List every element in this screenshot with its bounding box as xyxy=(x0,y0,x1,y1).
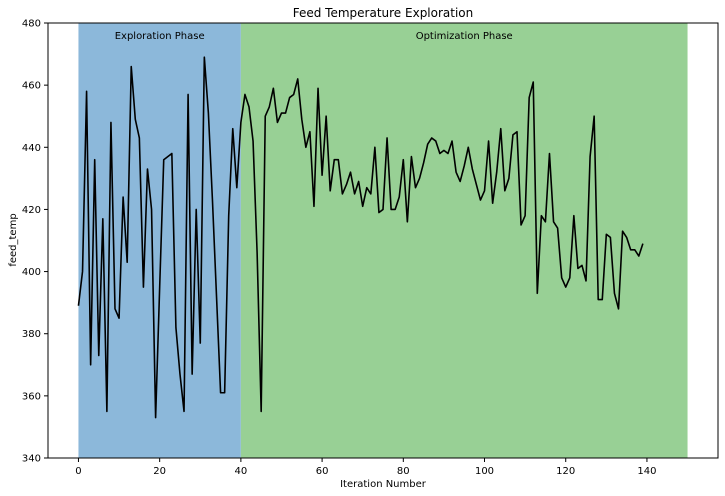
x-tick-label: 40 xyxy=(235,466,248,477)
y-tick-label: 420 xyxy=(22,205,41,216)
x-axis: 0 20 40 60 80 100 120 140 xyxy=(75,458,656,477)
series-lines xyxy=(77,56,644,419)
y-tick-label: 400 xyxy=(22,267,41,278)
phase-regions xyxy=(78,23,688,458)
x-tick-label: 120 xyxy=(556,466,575,477)
x-axis-title: Iteration Number xyxy=(340,479,427,490)
phase-region-1 xyxy=(240,23,688,458)
phase-label-0: Exploration Phase xyxy=(115,31,205,42)
phase-label-1: Optimization Phase xyxy=(416,31,513,42)
x-tick-label: 0 xyxy=(75,466,81,477)
x-tick-label: 20 xyxy=(153,466,166,477)
x-tick-label: 100 xyxy=(475,466,494,477)
y-tick-label: 460 xyxy=(22,81,41,92)
series-line-0 xyxy=(77,56,644,419)
y-tick-label: 360 xyxy=(22,391,41,402)
x-tick-label: 80 xyxy=(397,466,410,477)
y-tick-label: 480 xyxy=(22,19,41,30)
y-axis-title: feed_temp xyxy=(8,213,19,266)
x-tick-label: 140 xyxy=(637,466,656,477)
plot-frame xyxy=(47,22,719,459)
y-tick-label: 380 xyxy=(22,329,41,340)
y-axis: 340 360 380 400 420 440 460 480 xyxy=(22,19,48,465)
phase-labels: Exploration Phase Optimization Phase xyxy=(115,31,513,42)
y-tick-label: 340 xyxy=(22,454,41,465)
y-tick-label: 440 xyxy=(22,143,41,154)
chart-title: Feed Temperature Exploration xyxy=(293,6,474,20)
x-tick-label: 60 xyxy=(316,466,329,477)
